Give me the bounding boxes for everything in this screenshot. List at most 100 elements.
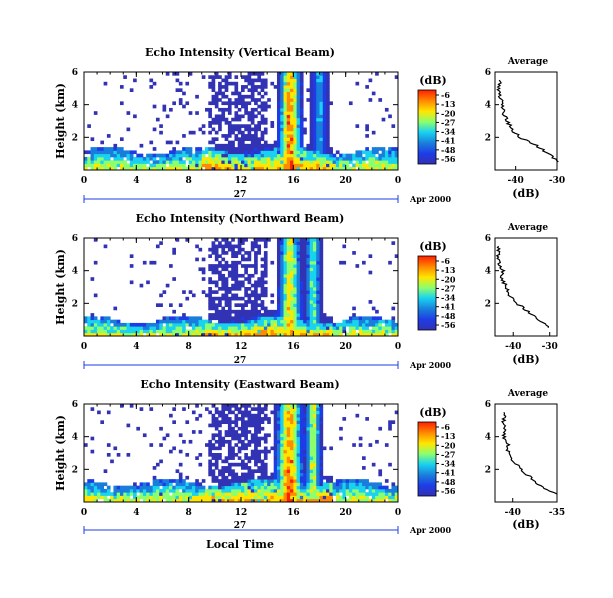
heatmap-cell — [309, 130, 314, 135]
heatmap-cell — [218, 270, 222, 275]
heatmap-cell — [306, 430, 311, 434]
heatmap-cell — [227, 453, 232, 457]
heatmap-cell — [263, 319, 268, 324]
heatmap-cell — [303, 472, 307, 477]
heatmap-cell — [319, 443, 324, 447]
x-tick-label: 0 — [395, 176, 401, 186]
heatmap-cell — [201, 326, 206, 330]
heatmap-cell — [110, 163, 114, 168]
heatmap-cell — [257, 326, 262, 330]
heatmap-cell — [286, 293, 291, 298]
heatmap-cell — [198, 430, 203, 434]
heatmap-cell — [316, 420, 320, 424]
heatmap-cell — [123, 160, 127, 164]
heatmap-cell — [299, 443, 304, 447]
profile-x-label: (dB) — [512, 353, 539, 366]
heatmap-cell — [139, 153, 144, 158]
heatmap-cell — [358, 329, 363, 334]
heatmap-cell — [378, 332, 383, 337]
heatmap-cell — [244, 267, 248, 272]
heatmap-cell — [263, 456, 268, 460]
heatmap-cell — [211, 78, 216, 83]
heatmap-cell — [254, 72, 258, 76]
heatmap-cell — [175, 163, 180, 168]
heatmap-cell — [231, 462, 235, 467]
heatmap-cell — [103, 492, 108, 496]
heatmap-cell — [162, 436, 167, 441]
heatmap-cell — [276, 241, 281, 245]
heatmap-cell — [270, 472, 275, 477]
heatmap-cell — [283, 124, 288, 128]
heatmap-cell — [247, 134, 252, 138]
heatmap-cell — [126, 322, 131, 327]
heatmap-cell — [299, 420, 304, 424]
heatmap-cell — [224, 309, 229, 314]
heatmap-cell — [283, 101, 288, 106]
heatmap-cell — [375, 150, 379, 155]
heatmap-cell — [299, 459, 304, 464]
heatmap-cell — [241, 498, 245, 503]
heatmap-cell — [293, 153, 297, 158]
heatmap-cell — [254, 296, 258, 301]
average-profile: Average 246 -40 -30 (dB) — [485, 223, 558, 366]
heatmap-cell — [348, 492, 353, 496]
heatmap-cell — [283, 143, 288, 148]
heatmap-cell — [326, 166, 330, 171]
heatmap-cell — [224, 143, 229, 148]
heatmap-cell — [290, 140, 294, 145]
heatmap-cell — [319, 127, 324, 132]
heatmap-cell — [257, 150, 262, 155]
heatmap-cell — [136, 153, 140, 158]
heatmap-cell — [201, 322, 206, 327]
heatmap-cell — [322, 482, 327, 487]
heatmap-cell — [290, 459, 294, 464]
heatmap-cell — [303, 326, 307, 330]
heatmap-cell — [227, 423, 232, 428]
heatmap-cell — [299, 257, 304, 262]
heatmap-cell — [319, 140, 324, 145]
heatmap-cell — [299, 303, 304, 307]
heatmap-cell — [303, 309, 307, 314]
heatmap-cell — [286, 453, 291, 457]
profile-y-tick-label: 6 — [485, 68, 491, 78]
heatmap-cell — [221, 475, 226, 480]
heatmap-cell — [119, 147, 124, 151]
heatmap-cell — [326, 163, 330, 168]
heatmap-cell — [339, 326, 343, 330]
heatmap-cell — [208, 121, 212, 125]
heatmap-cell — [312, 443, 317, 447]
heatmap-cell — [319, 446, 324, 451]
heatmap-cell — [188, 147, 193, 151]
y-tick-label: 4 — [72, 267, 78, 277]
heatmap-cell — [319, 124, 324, 128]
heatmap-cell — [371, 147, 376, 151]
heatmap-cell — [103, 156, 108, 161]
heatmap-cell — [126, 329, 131, 334]
heatmap-cell — [126, 156, 131, 161]
heatmap-cell — [319, 404, 324, 408]
heatmap-cell — [326, 81, 330, 86]
heatmap-cell — [93, 498, 98, 503]
heatmap-cell — [286, 319, 291, 324]
heatmap-cell — [309, 94, 314, 99]
heatmap-cell — [270, 156, 275, 161]
heatmap-cell — [270, 293, 275, 298]
heatmap-cell — [244, 85, 248, 89]
heatmap-cell — [208, 495, 212, 500]
heatmap-cell — [254, 107, 258, 112]
y-tick-label: 6 — [72, 234, 78, 244]
heatmap-cell — [293, 270, 297, 275]
heatmap-cell — [208, 267, 212, 272]
heatmap-cell — [263, 479, 268, 483]
heatmap-cell — [247, 475, 252, 480]
heatmap-cell — [221, 251, 226, 255]
heatmap-cell — [273, 446, 278, 451]
heatmap-cell — [129, 488, 134, 493]
heatmap-cell — [394, 332, 399, 337]
heatmap-cell — [211, 479, 216, 483]
heatmap-cell — [195, 485, 199, 490]
heatmap-cell — [303, 407, 307, 411]
heatmap-cell — [286, 329, 291, 334]
heatmap-cell — [224, 439, 229, 444]
heatmap-cell — [257, 322, 262, 327]
